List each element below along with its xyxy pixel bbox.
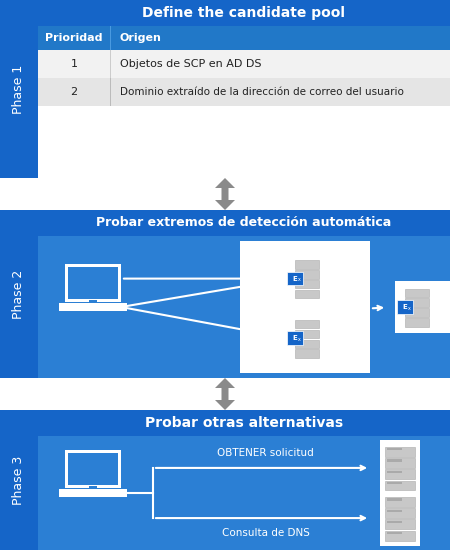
Bar: [285, 313, 340, 364]
Bar: [385, 469, 415, 479]
Bar: [240, 241, 370, 373]
Bar: [38, 50, 450, 78]
Text: Define the candidate pool: Define the candidate pool: [143, 6, 346, 20]
Bar: [405, 299, 428, 307]
Bar: [0, 410, 38, 550]
Bar: [385, 531, 415, 541]
Bar: [387, 471, 402, 473]
Bar: [387, 521, 402, 523]
Bar: [385, 508, 415, 518]
Bar: [0, 0, 38, 178]
Text: OBTENER solicitud: OBTENER solicitud: [217, 448, 314, 458]
Bar: [59, 489, 126, 497]
Bar: [38, 410, 450, 436]
Bar: [110, 50, 111, 78]
Polygon shape: [215, 378, 235, 394]
Bar: [387, 482, 402, 484]
Bar: [38, 26, 450, 50]
Text: x: x: [298, 337, 301, 342]
Polygon shape: [215, 194, 235, 210]
Bar: [38, 410, 450, 550]
Bar: [59, 303, 126, 311]
Bar: [387, 510, 402, 512]
Text: Phase 3: Phase 3: [13, 455, 26, 505]
Text: x: x: [298, 277, 301, 283]
Bar: [405, 289, 428, 297]
Bar: [385, 497, 415, 507]
Text: Consulta de DNS: Consulta de DNS: [221, 528, 310, 538]
Text: Phase 1: Phase 1: [13, 64, 26, 114]
Text: E: E: [292, 336, 297, 341]
Polygon shape: [215, 178, 235, 194]
Bar: [295, 260, 319, 269]
Bar: [288, 272, 303, 285]
Bar: [38, 78, 450, 106]
Text: Phase 2: Phase 2: [13, 270, 26, 318]
Bar: [387, 459, 402, 462]
Bar: [0, 210, 38, 378]
Bar: [295, 349, 319, 358]
Text: Prioridad: Prioridad: [45, 33, 103, 43]
Bar: [38, 0, 450, 178]
Bar: [288, 332, 303, 345]
Text: 2: 2: [71, 87, 77, 97]
Bar: [38, 210, 450, 378]
Bar: [397, 300, 413, 314]
Bar: [110, 78, 111, 106]
Bar: [285, 253, 340, 304]
Text: E: E: [292, 276, 297, 282]
Text: x: x: [408, 306, 411, 311]
Bar: [38, 0, 450, 26]
Bar: [295, 330, 319, 338]
Bar: [295, 270, 319, 279]
Text: E: E: [403, 304, 407, 310]
Bar: [380, 441, 420, 496]
Bar: [110, 26, 111, 50]
Bar: [295, 339, 319, 348]
Text: Objetos de SCP en AD DS: Objetos de SCP en AD DS: [120, 59, 261, 69]
Bar: [387, 498, 402, 500]
Bar: [295, 290, 319, 298]
Text: Probar extremos de detección automática: Probar extremos de detección automática: [96, 217, 392, 229]
Bar: [295, 280, 319, 288]
Bar: [68, 453, 118, 485]
Text: Dominio extraído de la dirección de correo del usuario: Dominio extraído de la dirección de corr…: [120, 87, 404, 97]
Bar: [385, 458, 415, 468]
Bar: [38, 210, 450, 236]
Bar: [65, 450, 121, 488]
Bar: [68, 267, 118, 299]
Bar: [385, 447, 415, 456]
Bar: [405, 318, 428, 327]
Text: Probar otras alternativas: Probar otras alternativas: [145, 416, 343, 430]
Text: 1: 1: [71, 59, 77, 69]
Bar: [89, 486, 98, 489]
Bar: [89, 300, 98, 303]
Bar: [385, 481, 415, 491]
Bar: [65, 264, 121, 302]
Bar: [405, 308, 428, 317]
Bar: [385, 519, 415, 529]
Bar: [295, 320, 319, 328]
Text: Origen: Origen: [120, 33, 162, 43]
Bar: [387, 532, 402, 535]
Polygon shape: [215, 394, 235, 410]
Bar: [396, 282, 450, 333]
Bar: [380, 491, 420, 546]
Bar: [387, 448, 402, 450]
